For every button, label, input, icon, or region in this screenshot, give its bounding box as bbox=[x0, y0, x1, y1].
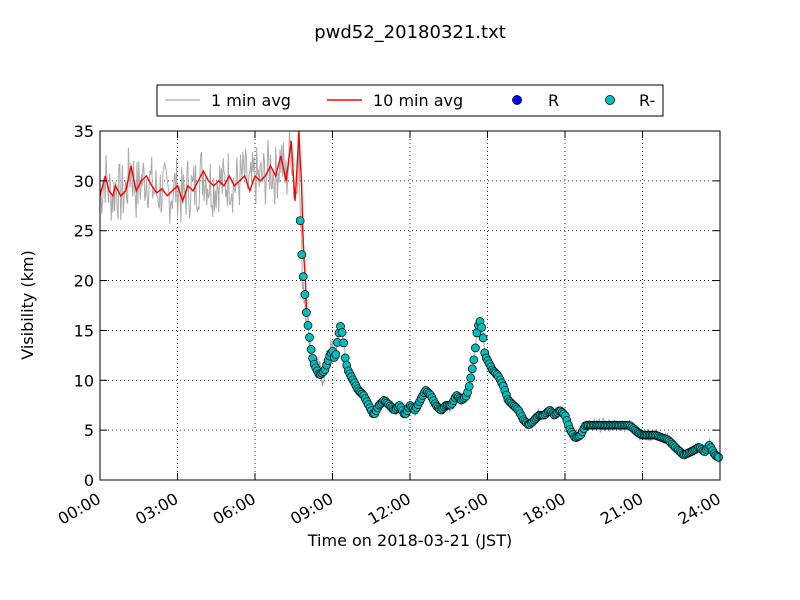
x-tick-label: 15:00 bbox=[442, 489, 491, 529]
y-tick-label: 35 bbox=[74, 122, 94, 141]
legend: 1 min avg 10 min avg R R- bbox=[156, 84, 664, 117]
y-tick-label: 5 bbox=[84, 421, 94, 440]
point-r-minus bbox=[471, 343, 480, 353]
point-r-minus bbox=[469, 355, 479, 365]
legend-rminus-marker bbox=[605, 95, 615, 105]
x-tick-label: 00:00 bbox=[55, 489, 104, 529]
x-tick-label: 18:00 bbox=[520, 489, 569, 529]
y-tick-label: 15 bbox=[74, 321, 94, 340]
point-r-minus bbox=[340, 353, 350, 363]
legend-box bbox=[156, 84, 664, 117]
x-tick-label: 21:00 bbox=[597, 489, 646, 529]
legend-r-marker bbox=[512, 95, 522, 105]
point-r-minus bbox=[331, 350, 341, 359]
series-10min-avg bbox=[99, 130, 308, 316]
x-tick-label: 06:00 bbox=[210, 489, 259, 529]
legend-1min-label: 1 min avg bbox=[211, 91, 291, 110]
legend-rminus-label: R- bbox=[639, 91, 655, 110]
x-tick-label: 03:00 bbox=[132, 489, 181, 529]
point-r-minus bbox=[297, 250, 307, 259]
grid bbox=[100, 131, 720, 480]
point-r-minus bbox=[464, 381, 474, 391]
point-r-minus bbox=[306, 345, 316, 354]
y-tick-label: 0 bbox=[84, 471, 94, 490]
point-r-minus bbox=[302, 308, 311, 317]
y-tick-label: 30 bbox=[74, 172, 94, 191]
point-r-minus bbox=[714, 452, 724, 462]
x-axis-label: Time on 2018-03-21 (JST) bbox=[307, 531, 512, 550]
y-tick-label: 25 bbox=[74, 222, 94, 241]
legend-10min-label: 10 min avg bbox=[373, 91, 463, 110]
y-tick-label: 10 bbox=[74, 371, 94, 390]
y-axis-label: Visibility (km) bbox=[18, 250, 37, 359]
point-r-minus bbox=[339, 338, 348, 348]
point-r-minus bbox=[477, 323, 486, 332]
point-r-minus bbox=[298, 272, 308, 281]
legend-r-label: R bbox=[548, 91, 559, 110]
series-layer bbox=[99, 130, 724, 463]
y-axis: 0 5 10 15 20 25 30 35 bbox=[74, 122, 720, 490]
point-r-minus bbox=[303, 321, 313, 330]
point-r-minus bbox=[478, 333, 488, 343]
point-r-minus bbox=[300, 290, 310, 299]
point-r-minus bbox=[295, 216, 305, 226]
chart-title: pwd52_20180321.txt bbox=[314, 22, 506, 43]
point-r-minus bbox=[467, 364, 477, 374]
point-r-minus bbox=[466, 373, 476, 383]
x-tick-label: 24:00 bbox=[675, 489, 724, 529]
x-tick-label: 09:00 bbox=[287, 489, 336, 529]
y-tick-label: 20 bbox=[74, 272, 94, 291]
x-tick-label: 12:00 bbox=[365, 489, 414, 529]
point-r-minus bbox=[305, 333, 314, 342]
point-r-minus bbox=[337, 328, 347, 337]
